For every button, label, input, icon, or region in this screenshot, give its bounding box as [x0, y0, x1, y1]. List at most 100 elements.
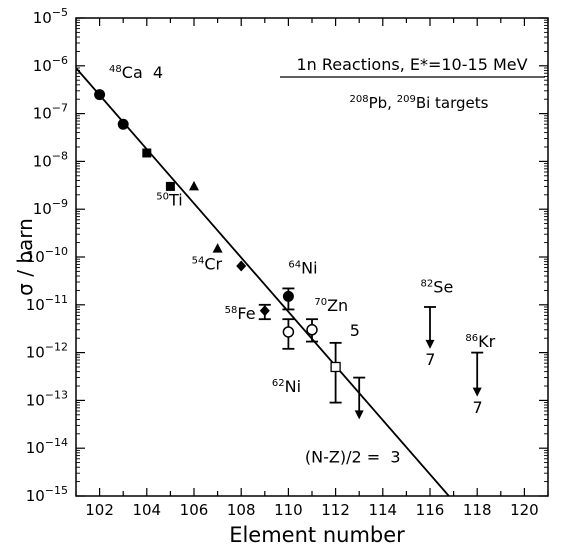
y-tick-label: 10−5 [33, 6, 68, 27]
annotation-mass-number: 58 [225, 305, 238, 316]
x-axis-label: Element number [229, 523, 405, 547]
subtitle-text: Pb, [369, 94, 397, 112]
annotation-val7b: 7 [472, 398, 482, 417]
y-tick-exponent: −11 [45, 293, 68, 306]
annotation-zn70: 70Zn [314, 296, 348, 315]
y-tick-exponent: −12 [45, 341, 68, 354]
y-tick-base: 10 [33, 200, 52, 218]
annotation-mass-number: 64 [288, 260, 301, 271]
chart-subtitle: 208Pb, 209Bi targets [350, 94, 489, 112]
data-point-filled-square [142, 148, 152, 158]
data-point-filled-diamond [259, 305, 270, 317]
annotation-ca48: 48Ca 4 [109, 63, 163, 82]
data-point-filled-diamond [236, 260, 247, 272]
annotation-element: Ni [301, 259, 317, 278]
data-point-open-circle [306, 324, 318, 336]
data-point-filled-circle [94, 89, 106, 101]
data-point-open-circle [282, 326, 295, 338]
x-tick-label: 120 [510, 501, 539, 519]
y-tick-exponent: −8 [52, 149, 68, 162]
annotation-fe58: 58Fe [225, 304, 256, 323]
x-tick-label: 102 [85, 501, 114, 519]
annotation-element: Zn [327, 296, 348, 315]
y-tick-base: 10 [33, 9, 52, 27]
annotation-element: Fe [237, 304, 255, 323]
annotation-element: Se [433, 278, 453, 297]
x-tick-label: 114 [368, 501, 397, 519]
x-tick-label: 110 [274, 501, 303, 519]
annotation-se82: 82Se [421, 278, 454, 297]
y-tick-base: 10 [26, 296, 45, 314]
y-tick-exponent: −13 [45, 388, 68, 401]
upper-limit-arrowhead [354, 410, 364, 420]
subtitle-text: Bi targets [416, 94, 489, 112]
y-tick-base: 10 [33, 105, 52, 123]
annotation-cr54: 54Cr [192, 254, 223, 273]
annotation-element: Ti [168, 190, 183, 209]
y-tick-base: 10 [26, 487, 45, 505]
x-tick-label: 112 [321, 501, 350, 519]
y-tick-label: 10−13 [26, 388, 68, 409]
y-tick-base: 10 [26, 344, 45, 362]
annotation-element: Kr [478, 332, 495, 351]
y-tick-label: 10−8 [33, 149, 68, 170]
annotation-mass-number: 54 [192, 255, 205, 266]
y-tick-exponent: −10 [45, 245, 68, 258]
annotation-kr86: 86Kr [465, 332, 495, 351]
data-point-open-square [330, 361, 341, 373]
y-tick-exponent: −6 [52, 54, 68, 67]
y-tick-base: 10 [26, 391, 45, 409]
y-tick-base: 10 [33, 152, 52, 170]
annotation-element: Cr [204, 254, 222, 273]
chart-title: 1n Reactions, E*=10-15 MeV [296, 55, 527, 74]
x-tick-label: 116 [416, 501, 445, 519]
y-tick-exponent: −9 [52, 197, 68, 210]
annotation-mass-number: 86 [465, 333, 478, 344]
subtitle-superscript: 209 [397, 94, 416, 105]
annotation-element: Ni [285, 377, 301, 396]
annotation-mass-number: 48 [109, 64, 122, 75]
annotation-n-z: (N-Z)/2 = 3 [305, 448, 401, 467]
annotation-mass-number: 50 [156, 191, 169, 202]
y-tick-exponent: −15 [45, 484, 68, 497]
y-tick-exponent: −5 [52, 6, 68, 19]
y-tick-label: 10−11 [26, 293, 68, 314]
annotation-element: Ca [122, 63, 143, 82]
y-tick-label: 10−6 [33, 54, 68, 75]
plot-frame [75, 17, 549, 497]
annotation-ti50: 50Ti [156, 190, 182, 209]
annotation-ni62: 62Ni [272, 377, 301, 396]
y-tick-label: 10−15 [26, 484, 68, 505]
y-tick-base: 10 [26, 439, 45, 457]
y-tick-exponent: −14 [45, 436, 68, 449]
x-tick-label: 118 [463, 501, 492, 519]
annotation-val5: 5 [350, 321, 360, 340]
x-tick-label: 104 [132, 501, 161, 519]
y-tick-base: 10 [26, 248, 45, 266]
annotation-val7a: 7 [425, 350, 435, 369]
y-tick-label: 10−14 [26, 436, 68, 457]
upper-limit-arrowhead [425, 339, 435, 349]
y-tick-label: 10−9 [33, 197, 68, 218]
y-tick-label: 10−10 [26, 245, 68, 266]
data-point-filled-triangle [212, 243, 223, 253]
data-point-filled-circle [282, 290, 294, 302]
subtitle-superscript: 208 [350, 94, 369, 105]
fit-line [76, 67, 450, 496]
upper-limit-arrowhead [472, 387, 482, 397]
annotation-mass-number: 62 [272, 378, 285, 389]
y-axis-label: σ / barn [13, 218, 37, 296]
y-tick-exponent: −7 [52, 102, 68, 115]
annotation-ni64: 64Ni [288, 259, 317, 278]
annotation-mass-number: 82 [421, 279, 434, 290]
annotation-suffix: 4 [143, 63, 163, 82]
y-tick-base: 10 [33, 57, 52, 75]
x-tick-label: 106 [180, 501, 209, 519]
y-tick-label: 10−7 [33, 102, 68, 123]
data-point-filled-square [165, 181, 175, 191]
annotation-mass-number: 70 [314, 297, 327, 308]
data-point-filled-circle [117, 118, 129, 130]
data-point-filled-triangle [189, 180, 199, 191]
